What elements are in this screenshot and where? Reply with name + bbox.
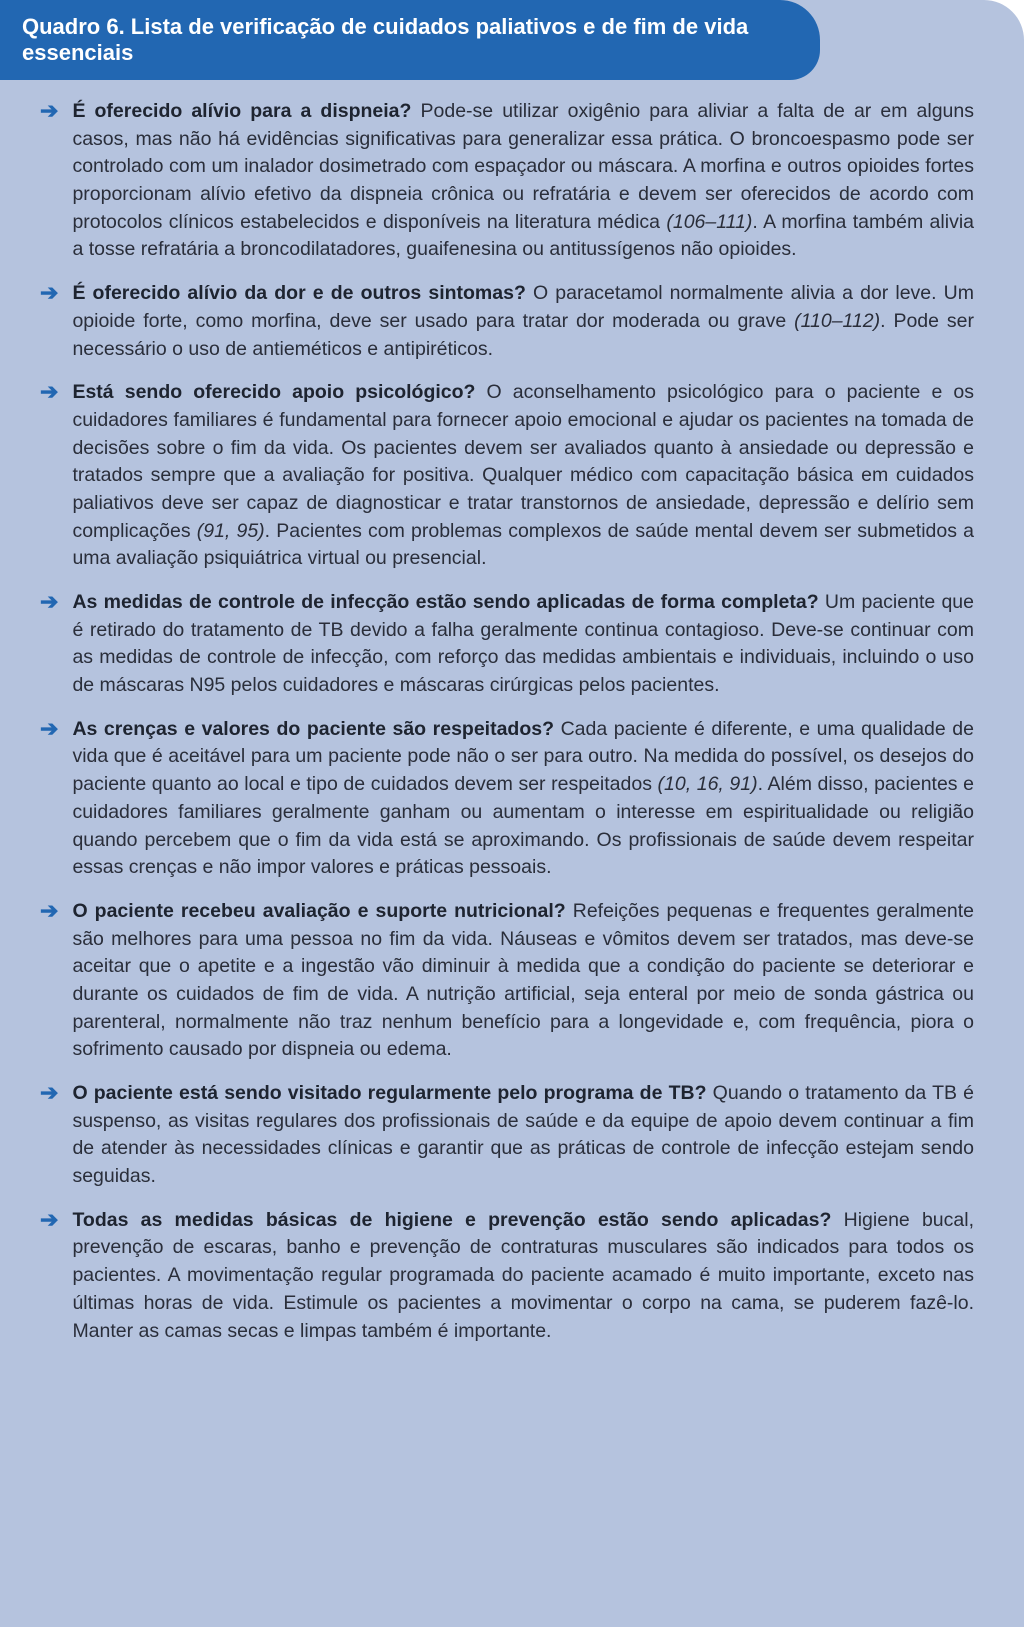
item-text: É oferecido alívio para a dispneia? Pode… <box>72 98 974 264</box>
item-lead: As crenças e valores do paciente são res… <box>72 718 554 740</box>
item-body-before: O aconselhamento psicológico para o paci… <box>72 381 974 541</box>
box-header: Quadro 6. Lista de verificação de cuidad… <box>0 0 820 80</box>
item-lead: As medidas de controle de infecção estão… <box>72 591 818 613</box>
arrow-icon: ➔ <box>40 1082 58 1104</box>
item-lead: É oferecido alívio para a dispneia? <box>72 100 411 122</box>
item-ref: (91, 95) <box>197 520 265 542</box>
item-ref: (10, 16, 91) <box>658 773 758 795</box>
info-box: Quadro 6. Lista de verificação de cuidad… <box>0 0 1024 1627</box>
list-item: ➔ É oferecido alívio para a dispneia? Pod… <box>40 98 974 264</box>
item-body-before: Refeições pequenas e frequentes geralmen… <box>72 900 974 1060</box>
item-lead: Está sendo oferecido apoio psicológico? <box>72 381 475 403</box>
list-item: ➔ O paciente recebeu avaliação e suporte … <box>40 898 974 1064</box>
item-text: O paciente está sendo visitado regularme… <box>72 1080 974 1191</box>
item-lead: Todas as medidas básicas de higiene e pr… <box>72 1209 831 1231</box>
arrow-icon: ➔ <box>40 282 58 304</box>
item-text: As crenças e valores do paciente são res… <box>72 716 974 882</box>
arrow-icon: ➔ <box>40 1209 58 1231</box>
item-lead: O paciente recebeu avaliação e suporte n… <box>72 900 565 922</box>
item-lead: É oferecido alívio da dor e de outros si… <box>72 282 525 304</box>
item-text: Todas as medidas básicas de higiene e pr… <box>72 1207 974 1345</box>
list-item: ➔ Todas as medidas básicas de higiene e p… <box>40 1207 974 1345</box>
list-item: ➔ É oferecido alívio da dor e de outros s… <box>40 280 974 363</box>
item-lead: O paciente está sendo visitado regularme… <box>72 1082 706 1104</box>
list-item: ➔ As medidas de controle de infecção estã… <box>40 589 974 700</box>
item-text: É oferecido alívio da dor e de outros si… <box>72 280 974 363</box>
item-ref: (106–111) <box>666 211 752 233</box>
item-ref: (110–112) <box>794 310 880 332</box>
item-text: As medidas de controle de infecção estão… <box>72 589 974 700</box>
arrow-icon: ➔ <box>40 718 58 740</box>
header-title: Quadro 6. Lista de verificação de cuidad… <box>22 14 748 65</box>
list-item: ➔ O paciente está sendo visitado regularm… <box>40 1080 974 1191</box>
list-item: ➔ As crenças e valores do paciente são re… <box>40 716 974 882</box>
arrow-icon: ➔ <box>40 100 58 122</box>
list-item: ➔ Está sendo oferecido apoio psicológico?… <box>40 379 974 573</box>
item-text: O paciente recebeu avaliação e suporte n… <box>72 898 974 1064</box>
item-text: Está sendo oferecido apoio psicológico? … <box>72 379 974 573</box>
box-content: ➔ É oferecido alívio para a dispneia? Pod… <box>0 80 1024 1345</box>
arrow-icon: ➔ <box>40 381 58 403</box>
arrow-icon: ➔ <box>40 900 58 922</box>
arrow-icon: ➔ <box>40 591 58 613</box>
